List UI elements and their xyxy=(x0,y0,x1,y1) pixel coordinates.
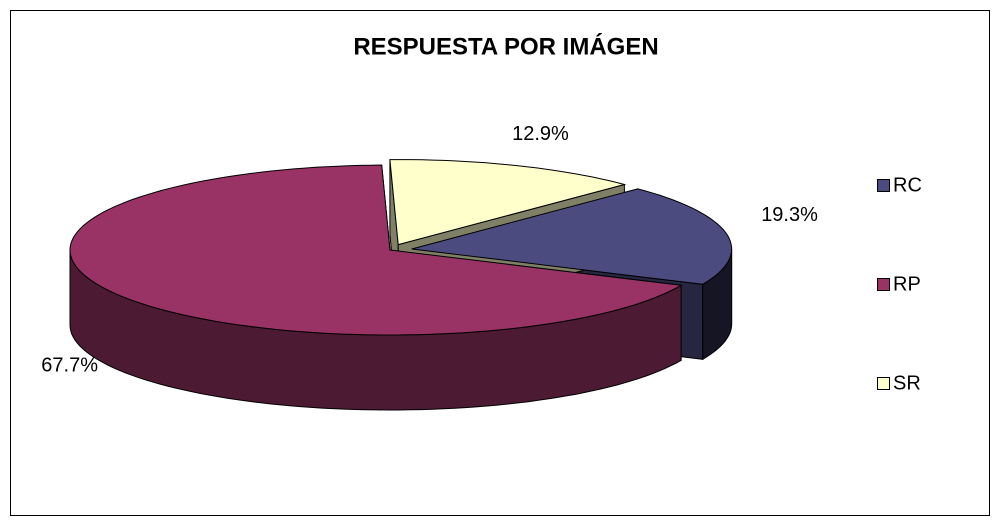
chart-title: RESPUESTA POR IMÁGEN xyxy=(353,32,658,60)
legend-label: RP xyxy=(893,273,921,295)
slice xyxy=(69,164,683,336)
legend-label: SR xyxy=(893,372,921,394)
data-label: 19.3% xyxy=(761,204,818,226)
legend-swatch xyxy=(877,377,890,390)
slice xyxy=(411,188,733,285)
legend-label: RC xyxy=(893,174,922,196)
legend-swatch xyxy=(877,278,890,291)
slice xyxy=(389,159,627,246)
legend: RC RP SR xyxy=(877,174,922,394)
legend-swatch xyxy=(877,179,890,192)
data-label: 67.7% xyxy=(41,355,98,377)
data-label: 12.9% xyxy=(512,123,569,145)
pie: 19.3% 67.7% 12.9% xyxy=(41,123,818,411)
